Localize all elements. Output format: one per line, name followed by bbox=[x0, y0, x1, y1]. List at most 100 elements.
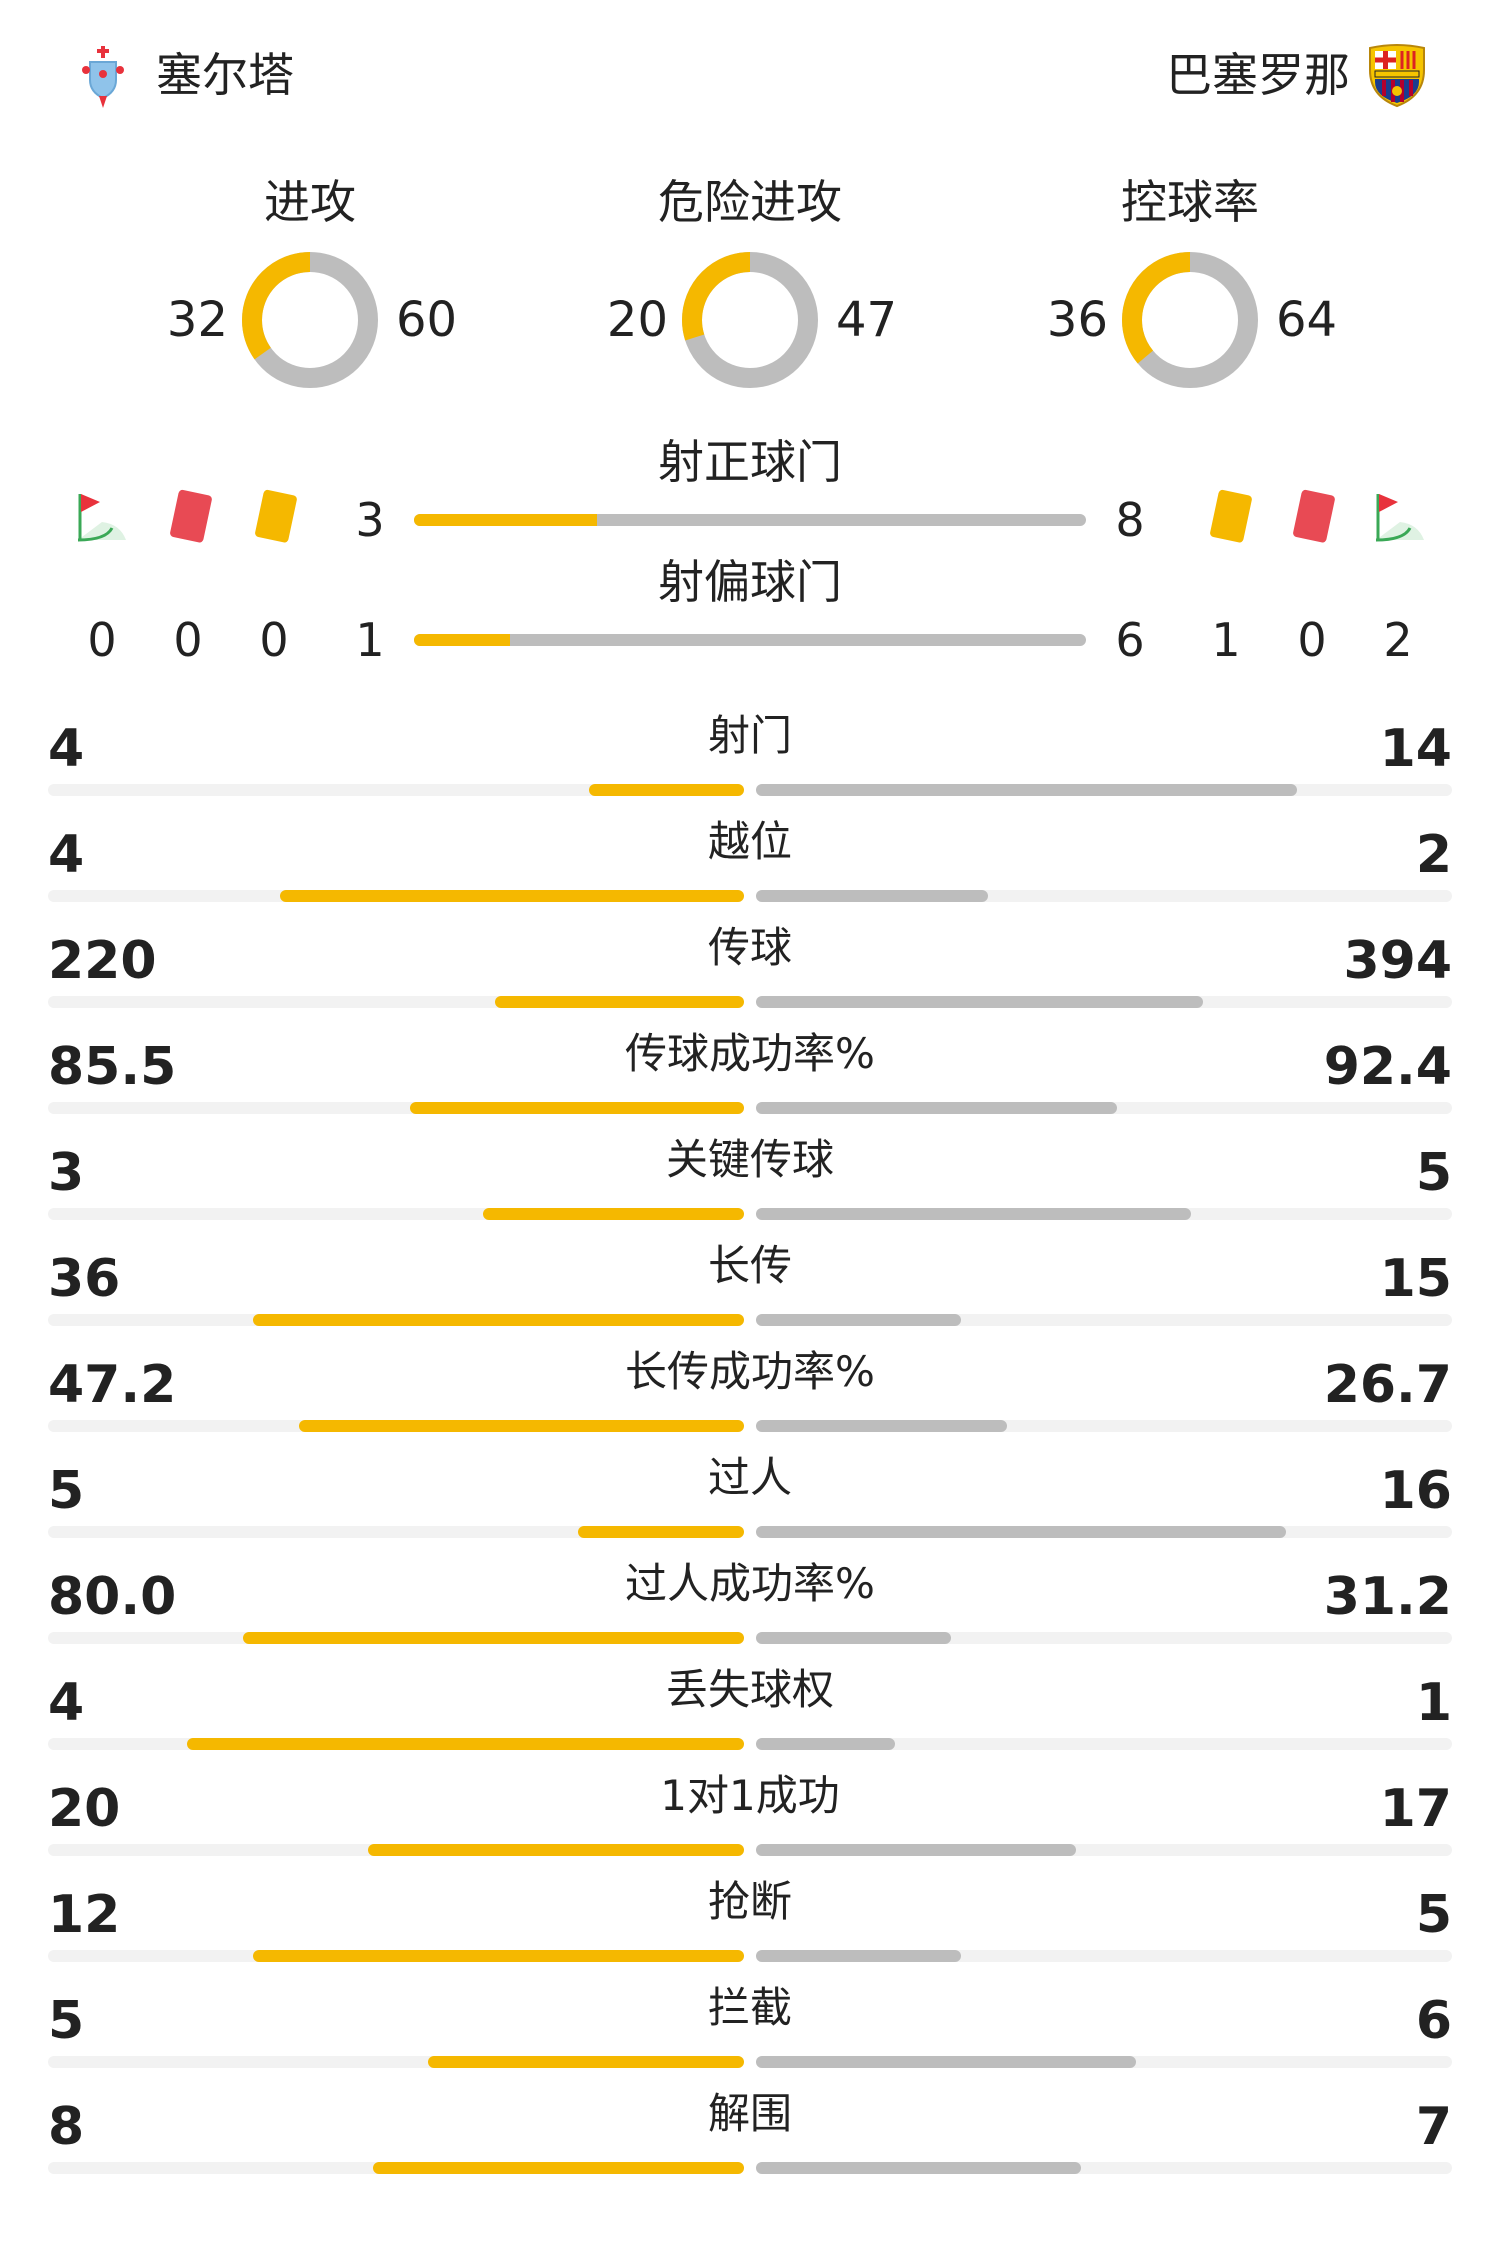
stat-label: 解围 bbox=[707, 2089, 792, 2138]
shots-on-target-title: 射正球门 bbox=[658, 435, 842, 489]
stat-home-bar bbox=[252, 1314, 744, 1326]
shots-off-target-bar bbox=[414, 634, 1086, 646]
ring-home-value: 32 bbox=[166, 292, 228, 348]
stat-away-track bbox=[756, 1208, 1452, 1220]
shots-off-target-home: 1 bbox=[355, 613, 385, 667]
stat-row: 3 关键传球 5 bbox=[0, 1120, 1500, 1226]
stat-away-track bbox=[756, 1738, 1452, 1750]
stat-home-value: 47.2 bbox=[48, 1355, 177, 1415]
stat-home-value: 5 bbox=[48, 1461, 85, 1521]
ring-away-value: 47 bbox=[836, 292, 898, 348]
stat-home-value: 220 bbox=[48, 931, 157, 991]
stat-row: 4 射门 14 bbox=[0, 696, 1500, 802]
away-corners-count: 2 bbox=[1383, 613, 1413, 667]
stat-row: 80.0 过人成功率% 31.2 bbox=[0, 1544, 1500, 1650]
ring-away-value: 60 bbox=[396, 292, 458, 348]
stat-row: 20 1对1成功 17 bbox=[0, 1756, 1500, 1862]
stat-row: 5 拦截 6 bbox=[0, 1968, 1500, 2074]
stat-away-bar bbox=[756, 2056, 1136, 2068]
stat-away-track bbox=[756, 1314, 1452, 1326]
stat-away-track bbox=[756, 1844, 1452, 1856]
stat-away-value: 92.4 bbox=[1323, 1037, 1452, 1097]
stat-home-bar bbox=[252, 1950, 744, 1962]
corner-flag-icon bbox=[1370, 488, 1430, 548]
corner-flag-icon bbox=[72, 488, 132, 548]
stat-away-value: 6 bbox=[1415, 1991, 1452, 2051]
stat-away-bar bbox=[756, 784, 1298, 796]
stat-home-value: 3 bbox=[48, 1143, 85, 1203]
ring-title: 危险进攻 bbox=[658, 175, 842, 229]
stat-label: 1对1成功 bbox=[660, 1771, 840, 1820]
stat-away-track bbox=[756, 2056, 1452, 2068]
home-yellow-cards-count: 0 bbox=[259, 613, 289, 667]
stat-home-value: 20 bbox=[48, 1779, 121, 1839]
home-team-name: 塞尔塔 bbox=[156, 48, 294, 102]
stat-home-value: 4 bbox=[48, 1673, 85, 1733]
stat-away-bar bbox=[756, 1844, 1076, 1856]
shots-on-target-home: 3 bbox=[355, 493, 385, 547]
donut-chart-icon bbox=[682, 252, 818, 388]
stat-home-bar bbox=[427, 2056, 744, 2068]
stat-away-bar bbox=[756, 1526, 1287, 1538]
ring-title: 控球率 bbox=[1121, 175, 1259, 229]
stat-home-track bbox=[48, 890, 744, 902]
stat-home-bar bbox=[187, 1738, 744, 1750]
stat-row: 5 过人 16 bbox=[0, 1438, 1500, 1544]
stat-row: 12 抢断 5 bbox=[0, 1862, 1500, 1968]
stat-label: 传球成功率% bbox=[625, 1029, 875, 1078]
stat-away-bar bbox=[756, 2162, 1081, 2174]
stat-home-bar bbox=[367, 1844, 744, 1856]
stat-home-bar bbox=[243, 1632, 744, 1644]
stat-home-track bbox=[48, 1738, 744, 1750]
red-card-icon bbox=[160, 486, 220, 546]
stat-home-track bbox=[48, 996, 744, 1008]
red-card-icon bbox=[1283, 486, 1343, 546]
ring-home-arc bbox=[682, 252, 818, 388]
stat-away-value: 394 bbox=[1343, 931, 1452, 991]
stat-label: 长传 bbox=[707, 1241, 792, 1290]
stat-away-track bbox=[756, 996, 1452, 1008]
stat-label: 过人 bbox=[707, 1453, 792, 1502]
away-team-name: 巴塞罗那 bbox=[1166, 48, 1350, 102]
stat-away-value: 7 bbox=[1415, 2097, 1452, 2157]
stat-home-track bbox=[48, 1632, 744, 1644]
ring-home-value: 20 bbox=[606, 292, 668, 348]
stat-home-bar bbox=[280, 890, 744, 902]
ring-possession: 控球率 36 64 bbox=[970, 160, 1410, 400]
stat-home-bar bbox=[372, 2162, 744, 2174]
away-team-logo-icon bbox=[1362, 40, 1432, 110]
stat-away-track bbox=[756, 1102, 1452, 1114]
home-corners-count: 0 bbox=[87, 613, 117, 667]
stat-home-bar bbox=[409, 1102, 744, 1114]
stat-home-bar bbox=[578, 1526, 744, 1538]
stat-away-bar bbox=[756, 890, 988, 902]
ring-attacks: 进攻 32 60 bbox=[90, 160, 530, 400]
stat-home-track bbox=[48, 1420, 744, 1432]
away-yellow-cards-count: 1 bbox=[1211, 613, 1241, 667]
stat-away-track bbox=[756, 784, 1452, 796]
ring-dangerous-attacks: 危险进攻 20 47 bbox=[530, 160, 970, 400]
stat-label: 长传成功率% bbox=[625, 1347, 875, 1396]
stat-away-bar bbox=[756, 1738, 896, 1750]
stat-away-track bbox=[756, 1420, 1452, 1432]
shots-on-target-bar bbox=[414, 514, 1086, 526]
stat-row: 8 解围 7 bbox=[0, 2074, 1500, 2180]
stat-label: 过人成功率% bbox=[625, 1559, 875, 1608]
shots-off-target-home-fill bbox=[414, 634, 510, 646]
yellow-card-icon bbox=[1200, 486, 1260, 546]
stat-home-track bbox=[48, 1208, 744, 1220]
stat-away-value: 15 bbox=[1379, 1249, 1452, 1309]
stat-away-value: 26.7 bbox=[1323, 1355, 1452, 1415]
stat-away-track bbox=[756, 1526, 1452, 1538]
stat-home-value: 5 bbox=[48, 1991, 85, 2051]
stat-home-track bbox=[48, 2162, 744, 2174]
stat-home-bar bbox=[483, 1208, 744, 1220]
stat-home-value: 12 bbox=[48, 1885, 121, 1945]
stat-away-value: 5 bbox=[1415, 1143, 1452, 1203]
away-red-cards-count: 0 bbox=[1297, 613, 1327, 667]
stat-home-bar bbox=[299, 1420, 744, 1432]
stat-away-value: 14 bbox=[1379, 719, 1452, 779]
stat-label: 关键传球 bbox=[665, 1135, 834, 1184]
shots-off-target-title: 射偏球门 bbox=[658, 555, 842, 609]
stat-away-value: 17 bbox=[1379, 1779, 1452, 1839]
